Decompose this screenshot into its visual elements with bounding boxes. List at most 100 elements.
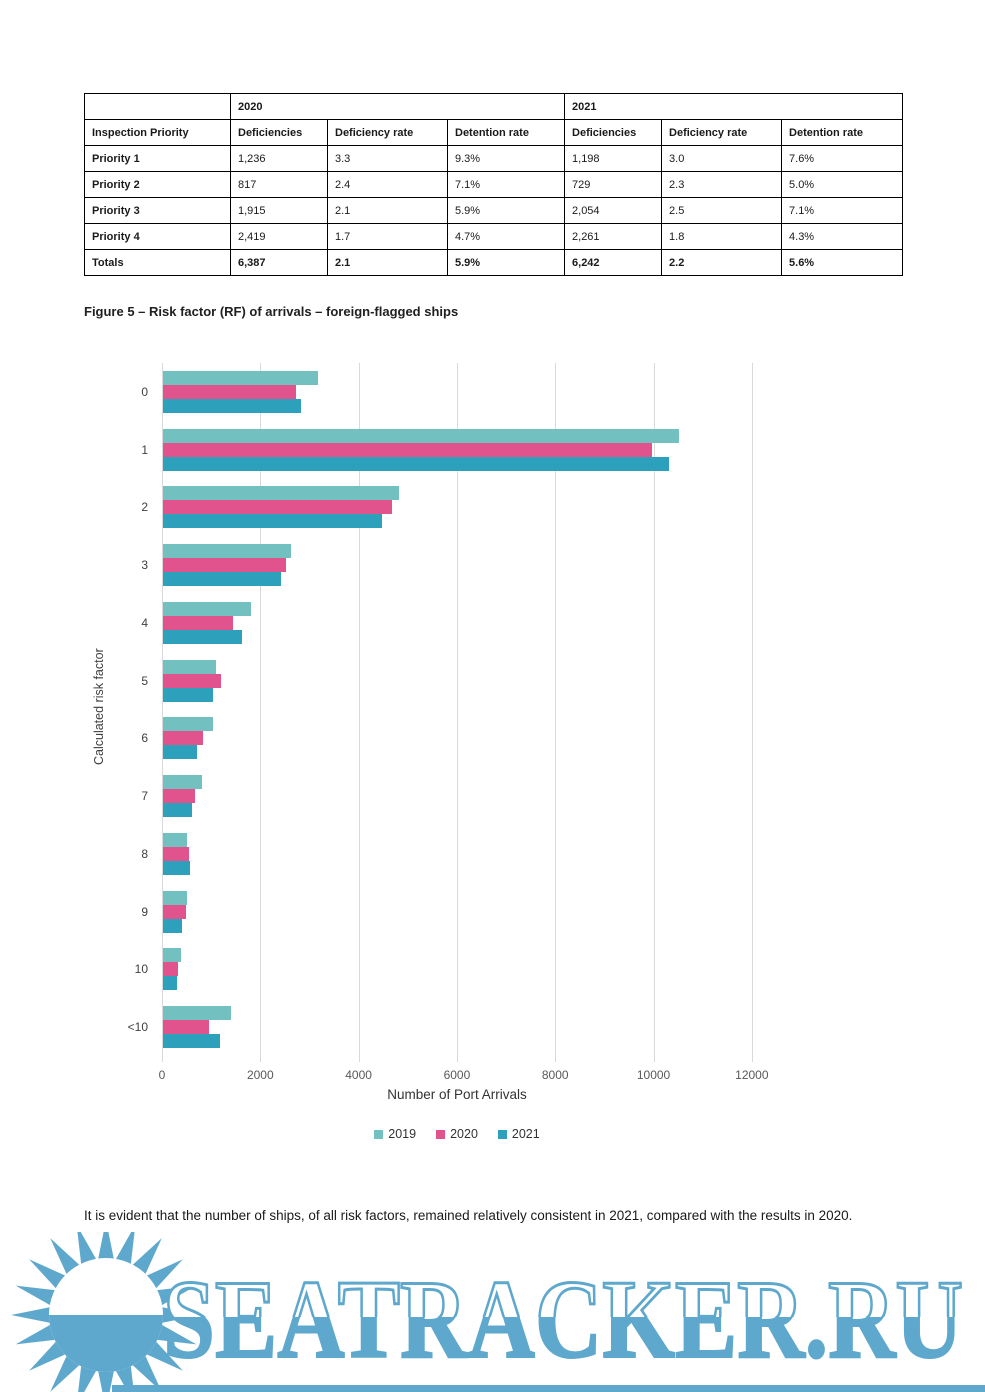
- y-axis-title: Calculated risk factor: [92, 648, 106, 766]
- watermark-underline: [112, 1385, 985, 1392]
- row-value: 729: [564, 171, 663, 198]
- bar-2019-rf-5: [163, 659, 217, 674]
- bar-2021-rf-1: [163, 456, 670, 471]
- row-label: Totals: [84, 249, 231, 276]
- row-value: 7.1%: [446, 171, 566, 198]
- bar-2020-rf-10: [163, 962, 179, 977]
- row-value: 1,236: [230, 145, 328, 172]
- bar-2020-rf-4: [163, 615, 234, 630]
- bar-2020-rf-8: [163, 846, 190, 861]
- row-value: 6,387: [230, 249, 328, 276]
- category-label: 3: [141, 558, 148, 573]
- bar-2019-rf-1: [163, 428, 680, 443]
- row-value: 9.3%: [446, 145, 566, 172]
- inspection-table: 2020 2021 Inspection Priority Deficiencie…: [84, 93, 904, 276]
- row-value: 1,915: [230, 197, 328, 224]
- bar-2021-rf-9: [163, 918, 183, 933]
- row-value: 2,054: [564, 197, 663, 224]
- row-value: 3.3: [327, 145, 448, 172]
- bar-2020-rf-2: [163, 500, 392, 515]
- category-label: 9: [141, 904, 148, 919]
- x-tick-label: 12000: [735, 1068, 769, 1082]
- row-value: 2.4: [327, 171, 448, 198]
- row-value: 7.6%: [781, 145, 904, 172]
- plot-area: 0 2000 4000 6000 8000 10000 12000 0 1 2 3 4 5 6 7 8 9 10 <…: [128, 363, 860, 1082]
- chart-legend: 2019 2020 2021: [162, 1127, 752, 1141]
- bar-2019-rf-10: [163, 948, 181, 963]
- category-label: 8: [141, 846, 148, 861]
- row-value: 2.1: [327, 197, 448, 224]
- legend-item: 2020: [436, 1127, 478, 1141]
- row-value: 5.9%: [446, 249, 566, 276]
- bar-2019-rf-9: [163, 890, 187, 905]
- row-label: Priority 4: [84, 223, 231, 250]
- watermark-text-outline: SEATRACKER.RU: [163, 1258, 963, 1382]
- legend-swatch-2021: [497, 1129, 507, 1139]
- gridline: [358, 363, 360, 1062]
- column-header-cell: Detention rate: [446, 119, 566, 146]
- gridline: [555, 363, 557, 1062]
- bar-2019-rf-3: [163, 544, 291, 559]
- bar-2019-rf-8: [163, 832, 187, 847]
- x-tick-label: 8000: [541, 1068, 569, 1082]
- legend-label: 2019: [388, 1127, 417, 1141]
- x-tick-label: 10000: [636, 1068, 671, 1082]
- row-value: 7.1%: [781, 197, 904, 224]
- column-header-cell: Deficiency rate: [661, 119, 783, 146]
- category-label: 2: [141, 500, 148, 515]
- row-value: 2.1: [327, 249, 448, 276]
- row-value: 5.6%: [781, 249, 904, 276]
- column-header-cell: Detention rate: [781, 119, 904, 146]
- bar-2019-rf-6: [163, 717, 213, 732]
- row-label: Priority 2: [84, 171, 231, 198]
- bar-2019-rf-7: [163, 775, 203, 790]
- bar-2019-rf-2: [163, 486, 399, 501]
- bar-2021-rf-8: [163, 860, 191, 875]
- row-value: 1.8: [661, 223, 783, 250]
- gridline: [162, 363, 163, 1062]
- category-label: 6: [141, 731, 148, 746]
- bar-2019-rf-<10: [163, 1006, 231, 1021]
- table-row: Priority 1 1,236 3.3 9.3% 1,198 3.0 7.6%: [84, 145, 904, 172]
- row-value: 6,242: [564, 249, 663, 276]
- bar-2020-rf-5: [163, 673, 221, 688]
- bar-2021-rf-2: [163, 514, 382, 529]
- row-label: Priority 3: [84, 197, 231, 224]
- figure-caption: Figure 5 – Risk factor (RF) of arrivals …: [84, 304, 459, 319]
- table-row: Priority 4 2,419 1.7 4.7% 2,261 1.8 4.3%: [84, 223, 904, 250]
- column-header-cell: Deficiency rate: [327, 119, 448, 146]
- gridline: [751, 363, 753, 1062]
- legend-label: 2020: [450, 1127, 478, 1141]
- bar-2021-rf-10: [163, 976, 178, 991]
- watermark-text: SEATRACKER.RU SEATRACKER.RU: [162, 1257, 965, 1384]
- bar-2020-rf-1: [163, 442, 653, 457]
- column-header-row: Inspection Priority Deficiencies Deficienc…: [84, 119, 904, 146]
- bar-2021-rf-4: [163, 629, 242, 644]
- x-tick-label: 2000: [246, 1068, 274, 1082]
- table-row: Totals 6,387 2.1 5.9% 6,242 2.2 5.6%: [84, 249, 904, 276]
- bar-2020-rf-<10: [163, 1020, 210, 1035]
- bar-2021-rf-6: [163, 745, 198, 760]
- row-value: 4.7%: [446, 223, 566, 250]
- column-header-cell: Inspection Priority: [84, 119, 231, 146]
- inspection-table-body: Priority 1 1,236 3.3 9.3% 1,198 3.0 7.6% Priori…: [84, 145, 904, 276]
- x-tick-label: 6000: [443, 1068, 471, 1082]
- bar-2020-rf-0: [163, 384, 296, 399]
- bar-2019-rf-0: [163, 370, 318, 385]
- row-value: 1,198: [564, 145, 663, 172]
- x-tick-label: 4000: [345, 1068, 372, 1082]
- bar-2021-rf-0: [163, 398, 301, 413]
- bar-2021-rf-3: [163, 572, 281, 587]
- table-row: Priority 3 1,915 2.1 5.9% 2,054 2.5 7.1%: [84, 197, 904, 224]
- gridline: [260, 363, 262, 1062]
- legend-item: 2019: [374, 1127, 416, 1141]
- row-label: Priority 1: [84, 145, 231, 172]
- row-value: 817: [230, 171, 328, 198]
- category-label: <10: [127, 1020, 148, 1035]
- year-2020-header: 2020: [229, 93, 566, 120]
- category-label: 4: [141, 615, 148, 630]
- bar-2021-rf-<10: [163, 1034, 221, 1049]
- row-value: 2.3: [661, 171, 783, 198]
- row-value: 1.7: [327, 223, 448, 250]
